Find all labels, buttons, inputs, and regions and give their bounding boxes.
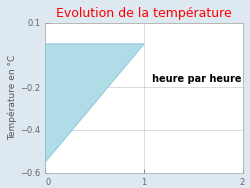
Polygon shape [45,44,144,162]
Title: Evolution de la température: Evolution de la température [56,7,232,20]
Text: heure par heure: heure par heure [152,74,241,84]
Y-axis label: Température en °C: Température en °C [8,55,17,140]
